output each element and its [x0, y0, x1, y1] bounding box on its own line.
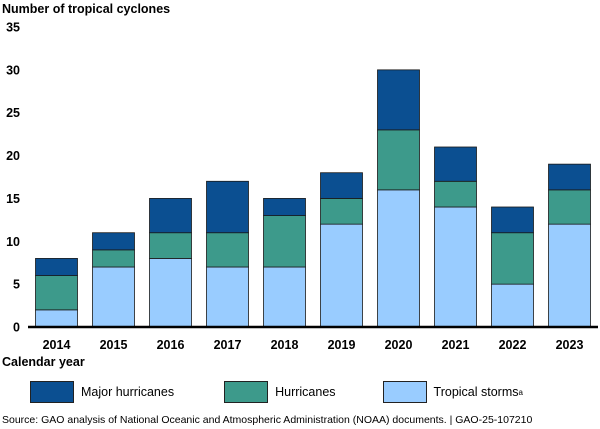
source-note: Source: GAO analysis of National Oceanic… — [2, 414, 533, 426]
legend-item-hurricanes: Hurricanes — [224, 381, 336, 403]
y-tick-label-5: 5 — [13, 278, 20, 292]
bar-2019-hurricanes — [320, 198, 363, 225]
bar-2022-hurricanes — [491, 232, 534, 285]
bar-2021-major-hurricanes — [434, 146, 477, 182]
bar-2020-hurricanes — [377, 129, 420, 191]
y-tick-label-15: 15 — [6, 192, 20, 206]
x-tick-label-2018: 2018 — [271, 338, 299, 352]
x-tick-label-2015: 2015 — [100, 338, 128, 352]
x-tick-label-2014: 2014 — [43, 338, 71, 352]
bar-2019-tropical-storms — [320, 223, 363, 328]
y-tick-label-35: 35 — [6, 21, 20, 35]
legend-item-major-hurricanes: Major hurricanes — [30, 381, 174, 403]
x-tick-label-2021: 2021 — [442, 338, 470, 352]
bar-2017-tropical-storms — [206, 266, 249, 328]
bar-2023-tropical-storms — [548, 223, 591, 328]
legend-item-tropical-storms: Tropical storms a — [382, 381, 523, 403]
x-tick-label-2023: 2023 — [556, 338, 584, 352]
bar-2023-major-hurricanes — [548, 163, 591, 191]
bar-2022-tropical-storms — [491, 283, 534, 328]
bar-2016-major-hurricanes — [149, 198, 192, 234]
legend-swatch-hurricanes — [224, 381, 269, 403]
legend-label-hurricanes: Hurricanes — [275, 385, 336, 399]
bar-2018-tropical-storms — [263, 266, 306, 328]
bar-2018-hurricanes — [263, 215, 306, 268]
y-tick-label-0: 0 — [13, 321, 20, 335]
x-tick-label-2019: 2019 — [328, 338, 356, 352]
legend-footnote-marker: a — [518, 387, 523, 397]
x-tick-label-2022: 2022 — [499, 338, 527, 352]
legend-swatch-tropical-storms — [382, 381, 427, 403]
bar-2020-major-hurricanes — [377, 69, 420, 131]
legend-label-major-hurricanes: Major hurricanes — [81, 385, 175, 399]
legend: Major hurricanes Hurricanes Tropical sto… — [30, 381, 523, 403]
y-axis-label: Number of tropical cyclones — [2, 2, 171, 16]
legend-label-tropical-storms: Tropical storms — [433, 385, 519, 399]
bar-2022-major-hurricanes — [491, 206, 534, 234]
bar-2014-tropical-storms — [35, 309, 78, 328]
bar-2015-tropical-storms — [92, 266, 135, 328]
x-axis-label: Calendar year — [2, 355, 85, 369]
y-tick-label-20: 20 — [6, 149, 20, 163]
legend-swatch-major-hurricanes — [30, 381, 74, 403]
bar-2014-major-hurricanes — [35, 258, 78, 276]
y-tick-label-10: 10 — [6, 235, 20, 249]
x-tick-label-2016: 2016 — [157, 338, 185, 352]
bar-2016-hurricanes — [149, 232, 192, 259]
x-tick-label-2017: 2017 — [214, 338, 242, 352]
x-tick-label-2020: 2020 — [385, 338, 413, 352]
bar-2018-major-hurricanes — [263, 198, 306, 216]
bar-2021-hurricanes — [434, 180, 477, 208]
bar-2023-hurricanes — [548, 189, 591, 225]
bar-2020-tropical-storms — [377, 189, 420, 328]
bar-2015-hurricanes — [92, 249, 135, 268]
bar-2019-major-hurricanes — [320, 172, 363, 199]
bar-2017-major-hurricanes — [206, 180, 249, 234]
y-tick-label-25: 25 — [6, 106, 20, 120]
bar-2014-hurricanes — [35, 275, 78, 311]
bar-2017-hurricanes — [206, 232, 249, 268]
bar-2021-tropical-storms — [434, 206, 477, 328]
bar-2015-major-hurricanes — [92, 232, 135, 251]
y-tick-label-30: 30 — [6, 63, 20, 77]
bar-2016-tropical-storms — [149, 258, 192, 328]
